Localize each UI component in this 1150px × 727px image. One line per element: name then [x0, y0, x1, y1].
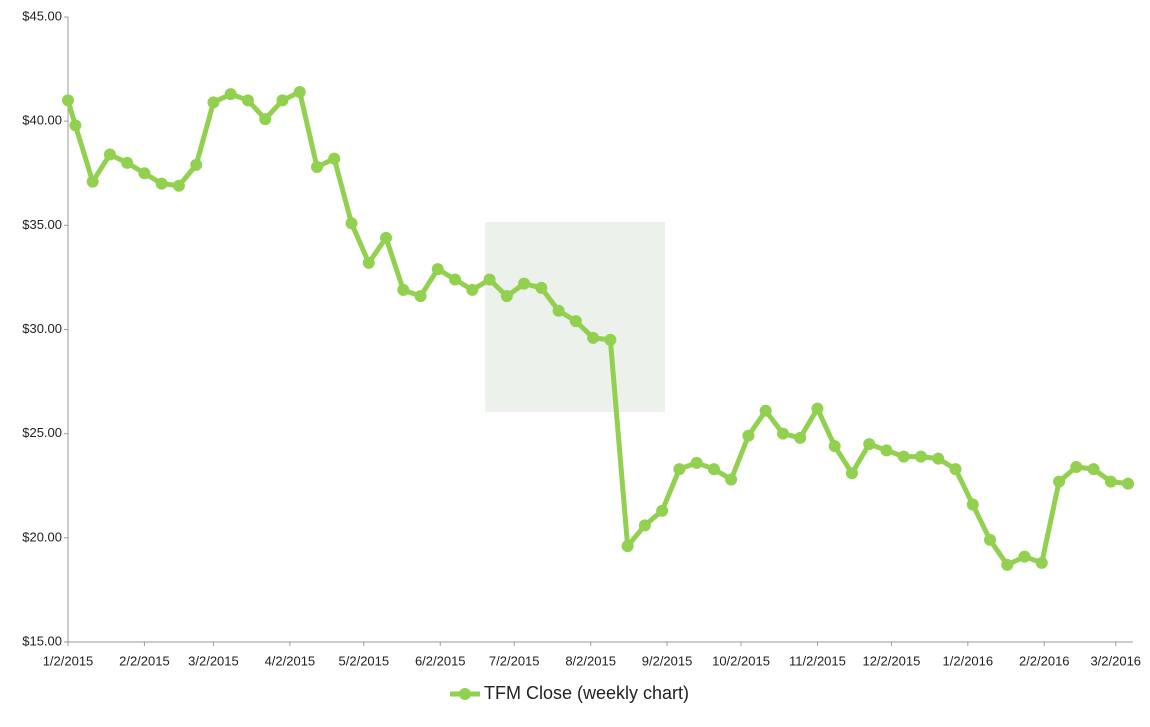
- data-point: [121, 156, 134, 169]
- data-point: [1001, 558, 1014, 571]
- data-point: [518, 277, 531, 290]
- x-tick-label: 8/2/2015: [565, 653, 616, 668]
- y-tick-label: $40.00: [22, 113, 62, 128]
- data-point: [345, 217, 358, 230]
- data-point: [880, 444, 893, 457]
- x-tick-label: 3/2/2016: [1090, 653, 1141, 668]
- x-tick-label: 4/2/2015: [265, 653, 316, 668]
- x-tick-label: 7/2/2015: [489, 653, 540, 668]
- data-point: [172, 179, 185, 192]
- data-point: [207, 96, 220, 109]
- data-point: [1104, 475, 1117, 488]
- data-point: [276, 94, 289, 107]
- data-point: [155, 177, 168, 190]
- data-point: [293, 86, 306, 98]
- y-tick-label: $20.00: [22, 529, 62, 544]
- data-point: [138, 167, 151, 180]
- data-point: [845, 467, 858, 480]
- data-point: [604, 333, 617, 346]
- data-point: [656, 504, 669, 517]
- data-point: [725, 473, 738, 486]
- data-point: [69, 119, 82, 132]
- x-tick-label: 6/2/2015: [415, 653, 466, 668]
- data-point: [1035, 556, 1048, 569]
- data-point: [966, 498, 979, 511]
- data-point: [380, 231, 393, 244]
- data-point: [103, 148, 116, 161]
- data-point: [863, 438, 876, 451]
- data-point: [587, 331, 600, 344]
- legend-marker: [459, 688, 471, 700]
- y-tick-label: $30.00: [22, 321, 62, 336]
- data-point: [949, 463, 962, 476]
- data-point: [535, 281, 548, 294]
- data-point: [811, 402, 824, 415]
- data-point: [483, 273, 496, 286]
- data-point: [500, 290, 513, 303]
- data-point: [621, 540, 634, 553]
- data-point: [690, 456, 703, 469]
- data-point: [776, 427, 789, 440]
- data-point: [552, 304, 565, 317]
- data-point: [1018, 550, 1031, 563]
- data-point: [310, 161, 323, 173]
- data-point: [742, 429, 755, 442]
- y-tick-label: $35.00: [22, 217, 62, 232]
- legend-label: TFM Close (weekly chart): [484, 683, 689, 703]
- x-tick-label: 5/2/2015: [339, 653, 390, 668]
- data-point: [914, 450, 927, 463]
- data-point: [449, 273, 462, 286]
- data-point: [431, 263, 444, 276]
- data-point: [932, 452, 945, 465]
- y-tick-label: $45.00: [22, 8, 62, 23]
- data-point: [1053, 475, 1066, 488]
- x-tick-label: 3/2/2015: [188, 653, 239, 668]
- data-point: [828, 440, 841, 453]
- data-point: [328, 152, 341, 165]
- data-point: [414, 290, 427, 303]
- data-point: [794, 431, 807, 444]
- data-point: [241, 94, 254, 107]
- x-tick-label: 1/2/2016: [943, 653, 994, 668]
- data-point: [638, 519, 651, 532]
- x-tick-label: 10/2/2015: [712, 653, 770, 668]
- data-point: [397, 283, 410, 296]
- data-point: [362, 256, 375, 269]
- data-point: [759, 404, 772, 417]
- data-point: [1122, 477, 1135, 490]
- x-tick-label: 2/2/2015: [119, 653, 170, 668]
- data-point: [62, 94, 74, 107]
- x-tick-label: 1/2/2015: [43, 653, 94, 668]
- data-point: [259, 113, 272, 126]
- x-tick-label: 11/2/2015: [789, 653, 846, 668]
- data-point: [1070, 461, 1083, 473]
- x-tick-label: 9/2/2015: [642, 653, 693, 668]
- y-tick-label: $25.00: [22, 425, 62, 440]
- data-point: [984, 533, 997, 546]
- x-tick-label: 2/2/2016: [1019, 653, 1070, 668]
- x-tick-label: 12/2/2015: [862, 653, 920, 668]
- data-point: [673, 463, 686, 476]
- y-tick-label: $15.00: [22, 633, 62, 648]
- data-point: [466, 283, 479, 296]
- data-point: [897, 450, 910, 463]
- data-point: [569, 315, 582, 328]
- data-point: [1087, 463, 1100, 476]
- data-point: [190, 158, 203, 171]
- data-point: [707, 463, 720, 476]
- data-point: [86, 175, 99, 188]
- data-point: [224, 88, 237, 101]
